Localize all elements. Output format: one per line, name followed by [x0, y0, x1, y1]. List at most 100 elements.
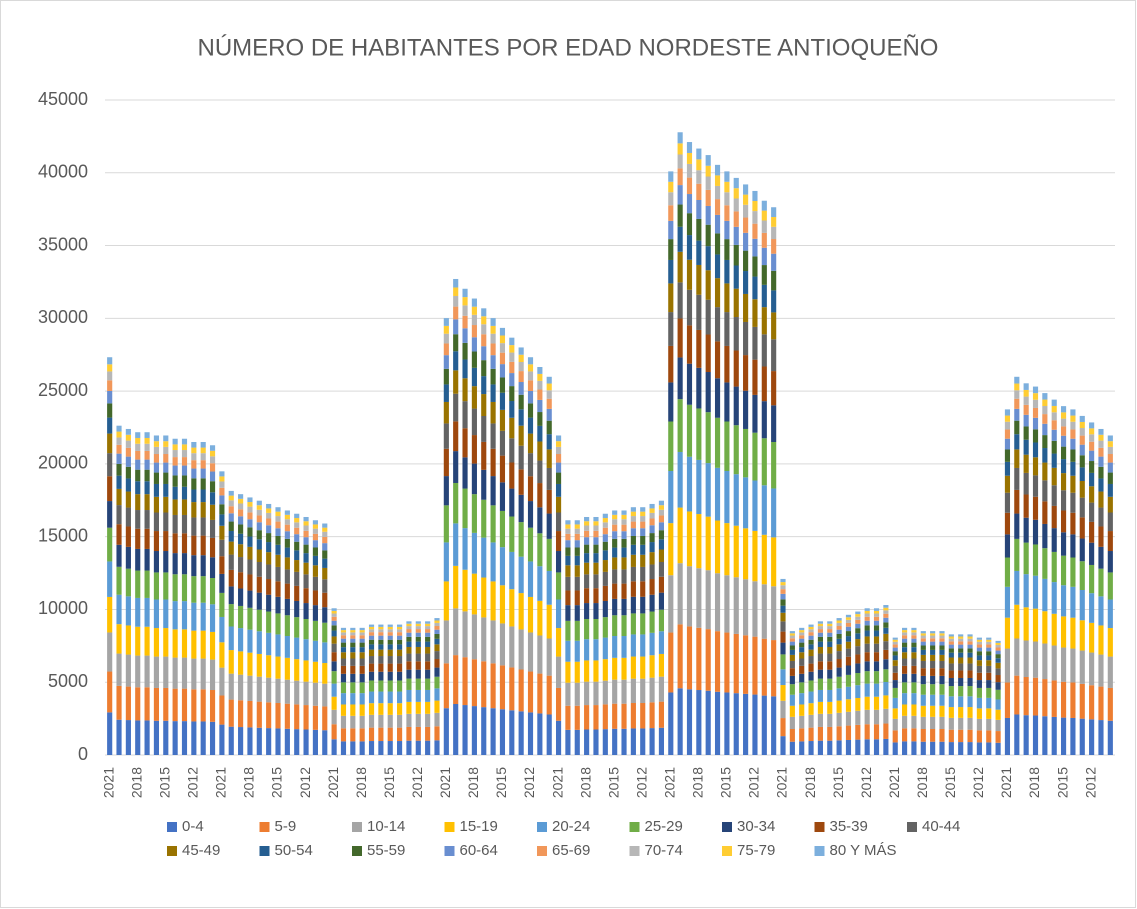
- bar-segment: [1070, 429, 1076, 439]
- bar-segment: [499, 343, 506, 353]
- bar-segment: [1079, 718, 1085, 755]
- bar-segment: [331, 724, 337, 740]
- bar-segment: [219, 495, 225, 505]
- bar-segment: [883, 682, 889, 696]
- bar-segment: [864, 696, 870, 710]
- bar-segment: [144, 570, 150, 598]
- bar-segment: [331, 643, 337, 653]
- bar-segment: [275, 544, 281, 555]
- bar-segment: [902, 658, 908, 666]
- bar-segment: [228, 699, 234, 727]
- bar-segment: [350, 635, 356, 639]
- bar-segment: [593, 574, 599, 589]
- bar-segment: [481, 308, 487, 317]
- bar-segment: [555, 687, 562, 721]
- bar-segment: [1089, 422, 1095, 429]
- bar-segment: [640, 554, 646, 567]
- bar-segment: [677, 132, 683, 144]
- bar-segment: [322, 550, 328, 559]
- bar-segment: [172, 629, 178, 658]
- bar-segment: [200, 555, 206, 577]
- bar-segment: [808, 626, 814, 630]
- bar-segment: [350, 642, 356, 648]
- bar-segment: [331, 610, 337, 614]
- bar-segment: [733, 265, 739, 289]
- bar-segment: [696, 514, 702, 569]
- bar-segment: [481, 661, 487, 708]
- legend-swatch: [629, 822, 640, 832]
- bar-segment: [565, 520, 571, 525]
- bar-segment: [527, 357, 534, 365]
- bar-segment: [724, 382, 730, 422]
- bar-segment: [1004, 557, 1011, 587]
- bar-segment: [555, 572, 562, 600]
- bar-segment: [640, 507, 646, 512]
- bar-segment: [789, 645, 795, 650]
- x-tick-label: 2021: [100, 767, 116, 798]
- bar-segment: [125, 478, 131, 492]
- x-tick-label: 2015: [269, 767, 285, 798]
- bar-segment: [1060, 459, 1067, 474]
- bar-segment: [481, 360, 487, 377]
- bar-segment: [546, 675, 552, 715]
- bar-segment: [584, 705, 590, 730]
- bar-segment: [930, 641, 936, 646]
- bar-segment: [453, 393, 459, 422]
- bar-segment: [976, 680, 982, 688]
- bar-segment: [453, 287, 459, 296]
- legend-swatch: [259, 822, 270, 832]
- bar-segment: [312, 576, 318, 591]
- bar-segment: [490, 343, 496, 356]
- bar-segment: [490, 448, 496, 477]
- bar-segment: [406, 678, 412, 690]
- bar-segment: [284, 728, 290, 755]
- bar-segment: [958, 657, 964, 664]
- bar-segment: [462, 428, 468, 458]
- legend-label: 80 Y MÁS: [830, 842, 897, 859]
- bar-segment: [1060, 555, 1067, 586]
- bar-segment: [527, 390, 534, 404]
- bar-segment: [939, 705, 945, 717]
- bar-segment: [948, 717, 954, 730]
- bar-segment: [612, 703, 618, 729]
- bar-segment: [1051, 440, 1057, 454]
- bar-segment: [649, 702, 655, 729]
- bar-segment: [621, 538, 627, 548]
- bar-segment: [135, 626, 141, 656]
- legend-swatch: [907, 822, 917, 832]
- bar-segment: [612, 524, 618, 532]
- bar-segment: [1098, 596, 1104, 626]
- bar-segment: [499, 510, 506, 548]
- bar-segment: [780, 612, 786, 622]
- bar-segment: [378, 656, 384, 664]
- bar-segment: [593, 516, 599, 522]
- bar-segment: [1107, 446, 1113, 455]
- bar-segment: [546, 398, 552, 409]
- bar-segment: [976, 639, 982, 642]
- bar-segment: [546, 449, 552, 468]
- bar-segment: [1098, 686, 1104, 721]
- bar-segment: [294, 659, 300, 681]
- bar-segment: [238, 516, 244, 525]
- bar-segment: [892, 644, 898, 648]
- bar-segment: [172, 533, 178, 554]
- bar-segment: [172, 465, 178, 476]
- bar-segment: [1070, 617, 1076, 649]
- bar-segment: [565, 565, 571, 577]
- bar-segment: [443, 325, 449, 334]
- bar-segment: [415, 623, 421, 627]
- bar-segment: [602, 550, 608, 561]
- bar-segment: [668, 181, 674, 193]
- bar-segment: [191, 602, 197, 631]
- bar-segment: [209, 721, 216, 755]
- bar-segment: [948, 638, 954, 642]
- bar-segment: [808, 624, 814, 627]
- bar-segment: [284, 615, 290, 637]
- bar-segment: [976, 641, 982, 645]
- bar-segment: [434, 659, 440, 668]
- bar-segment: [789, 684, 795, 695]
- bar-segment: [1107, 435, 1113, 442]
- bar-segment: [1042, 548, 1048, 579]
- bar-segment: [780, 700, 786, 719]
- bar-segment: [191, 630, 197, 659]
